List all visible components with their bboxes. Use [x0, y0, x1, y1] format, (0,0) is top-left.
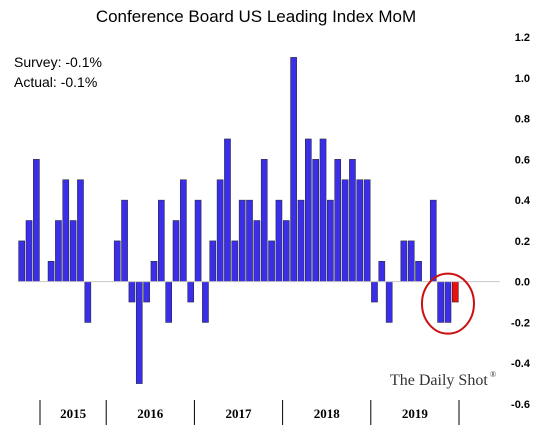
y-tick-label: 0.0: [515, 277, 530, 289]
bar: [172, 220, 180, 282]
bar: [128, 281, 136, 303]
bar: [187, 281, 195, 303]
bar: [47, 261, 55, 282]
survey-annotation: Survey: -0.1%: [14, 54, 102, 70]
bar: [429, 199, 437, 282]
y-tick-label: -0.2: [511, 317, 530, 329]
bar: [209, 240, 217, 282]
highlight-circle: [420, 272, 475, 335]
brand-logo: The Daily Shot: [390, 372, 488, 389]
x-tick-label: 2015: [60, 406, 87, 421]
bar: [231, 240, 239, 282]
bar: [135, 281, 143, 384]
bars-group: [18, 57, 459, 384]
x-tick-label: 2019: [402, 406, 429, 421]
bar: [327, 199, 334, 282]
bar: [305, 138, 312, 282]
bar: [33, 159, 40, 282]
bar: [253, 220, 261, 282]
bar: [224, 138, 231, 282]
bar: [260, 159, 268, 282]
bar: [246, 199, 253, 282]
y-tick-label: 0.2: [515, 236, 530, 248]
bar: [158, 199, 165, 282]
bar: [349, 159, 356, 282]
bar: [77, 179, 84, 282]
y-tick-label: 0.4: [515, 195, 531, 207]
bar: [363, 179, 371, 282]
bar: [275, 199, 283, 282]
y-tick-label: 0.6: [515, 154, 530, 166]
bar: [268, 240, 275, 282]
bar: [444, 281, 452, 323]
bar: [334, 159, 342, 282]
y-tick-label: -0.4: [511, 358, 531, 370]
bar: [297, 199, 305, 282]
bar: [165, 281, 172, 323]
bar: [385, 281, 393, 323]
bar: [400, 240, 408, 282]
x-tick-label: 2018: [314, 406, 341, 421]
bar: [378, 261, 386, 282]
bar: [415, 261, 422, 282]
bar: [84, 281, 92, 323]
y-axis: 1.2 1.0 0.8 0.6 0.4 0.2 0.0 -0.2 -0.4 -0.6: [511, 32, 531, 411]
bar: [69, 220, 77, 282]
bar: [290, 57, 297, 282]
bar: [113, 240, 121, 282]
bar: [143, 281, 150, 303]
x-tick-label: 2016: [137, 406, 164, 421]
y-tick-label: 1.0: [515, 73, 530, 85]
bar: [282, 220, 290, 282]
bar: [150, 261, 158, 282]
bar: [180, 179, 187, 282]
x-axis: 2015 2016 2017 2018 2019: [39, 400, 460, 425]
bar: [312, 159, 319, 282]
bar: [341, 179, 349, 282]
y-tick-label: 1.2: [515, 32, 530, 44]
actual-annotation: Actual: -0.1%: [14, 74, 97, 90]
bar: [356, 179, 364, 282]
bar: [202, 281, 209, 323]
bar: [62, 179, 70, 282]
bar: [194, 199, 202, 282]
x-tick-label: 2017: [226, 406, 253, 421]
bar: [371, 281, 378, 303]
y-tick-label: -0.6: [511, 399, 530, 411]
bar: [121, 199, 128, 282]
bar: [55, 220, 62, 282]
bar: [407, 240, 415, 282]
brand-mark: ®: [490, 370, 496, 379]
bar-latest: [452, 281, 459, 303]
bar: [216, 179, 224, 282]
y-tick-label: 0.8: [515, 114, 530, 126]
bar: [319, 138, 327, 282]
chart-title: Conference Board US Leading Index MoM: [96, 7, 416, 26]
bar: [25, 220, 33, 282]
bar: [238, 199, 246, 282]
bar: [437, 281, 444, 323]
bar: [18, 240, 25, 282]
